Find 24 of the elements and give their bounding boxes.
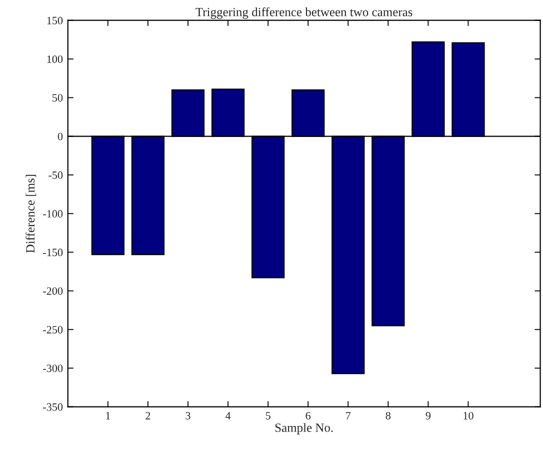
x-tick-label: 3 xyxy=(186,412,190,420)
chart-title: Triggering difference between two cameras xyxy=(196,7,412,19)
x-tick-label: 1 xyxy=(106,412,110,420)
y-axis-title: Difference [ms] xyxy=(26,174,36,253)
x-tick-label: 5 xyxy=(266,412,270,420)
y-tick-label: 100 xyxy=(47,55,63,63)
x-tick-label: 7 xyxy=(346,412,351,420)
y-tick-label: -150 xyxy=(43,248,63,256)
x-tick-label: 10 xyxy=(464,412,474,420)
y-tick-label: -300 xyxy=(43,364,63,372)
y-tick-label: -350 xyxy=(43,403,63,411)
x-tick-label: 2 xyxy=(146,412,150,420)
y-tick-label: -50 xyxy=(48,171,63,179)
y-tick-label: -250 xyxy=(43,326,63,334)
x-tick-label: 6 xyxy=(306,412,311,420)
x-tick-label: 4 xyxy=(225,412,231,420)
y-tick-label: 50 xyxy=(52,94,63,102)
y-tick-label: 150 xyxy=(47,16,63,24)
x-tick-label: 9 xyxy=(426,412,431,420)
y-tick-label: -100 xyxy=(43,210,63,218)
y-tick-label: 0 xyxy=(58,132,63,140)
x-tick-label: 8 xyxy=(386,412,391,420)
y-tick-label: -200 xyxy=(43,287,63,295)
x-axis-title: Sample No. xyxy=(275,423,333,434)
